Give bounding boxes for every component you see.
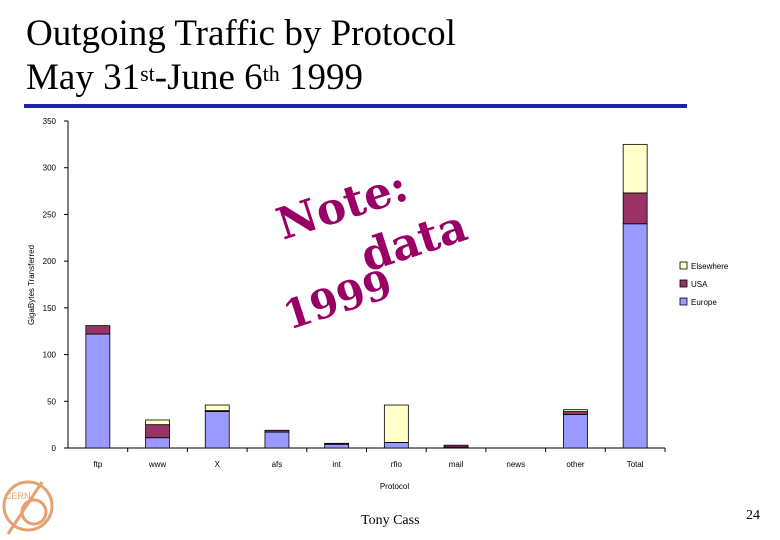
cern-logo: CERN — [2, 480, 54, 535]
legend-swatch-usa — [679, 279, 688, 288]
bar-segment-europe — [622, 223, 648, 449]
x-tick-label: ftp — [93, 460, 102, 469]
bar-segment-usa — [563, 411, 588, 415]
x-tick-label: X — [215, 460, 221, 469]
title-line-1: Outgoing Traffic by Protocol — [26, 13, 456, 54]
bar-segment-usa — [622, 192, 648, 225]
bar-segment-europe — [145, 437, 170, 449]
bar-segment-usa — [145, 424, 170, 439]
y-tick-label: 250 — [43, 210, 57, 219]
bar-segment-usa — [264, 429, 290, 433]
x-tick-label: rfio — [391, 460, 403, 469]
y-axis-title: GigaBytes Transferred — [27, 245, 36, 325]
bar-segment-elsewhere — [383, 404, 409, 443]
bar-segment-elsewhere — [622, 143, 648, 194]
y-tick-label: 100 — [43, 351, 57, 360]
presenter-name: Tony Cass — [361, 513, 420, 528]
y-tick-label: 0 — [52, 444, 57, 453]
y-tick-label: 50 — [47, 397, 56, 406]
bar-segment-usa — [443, 444, 469, 448]
page-number: 24 — [746, 508, 760, 523]
chart-legend: Elsewhere USA Europe — [679, 261, 729, 307]
title-underline — [24, 104, 687, 108]
annotation-line-3: 1999 — [278, 260, 398, 339]
bar-segment-elsewhere — [563, 409, 588, 412]
legend-swatch-europe — [679, 297, 688, 306]
x-tick-label: other — [566, 460, 585, 469]
legend-label-elsewhere: Elsewhere — [691, 262, 729, 271]
bar-segment-elsewhere — [204, 404, 230, 412]
legend-swatch-elsewhere — [679, 261, 688, 270]
bar-segment-europe — [324, 443, 350, 449]
x-tick-label: news — [506, 460, 525, 469]
y-tick-label: 150 — [43, 304, 57, 313]
x-tick-label: Total — [627, 460, 644, 469]
title-line-2: May 31st-June 6th 1999 — [26, 57, 364, 98]
bar-segment-elsewhere — [145, 419, 170, 426]
y-tick-label: 350 — [43, 117, 57, 126]
x-tick-label: www — [148, 460, 167, 469]
y-tick-label: 200 — [43, 257, 57, 266]
legend-label-europe: Europe — [691, 298, 717, 307]
bar-segment-europe — [204, 411, 230, 449]
chart-bars — [85, 143, 648, 449]
bar-segment-usa — [324, 442, 350, 445]
bar-segment-europe — [85, 333, 111, 449]
x-tick-label: mail — [449, 460, 464, 469]
bar-segment-europe — [264, 431, 290, 449]
x-tick-label: int — [332, 460, 341, 469]
x-tick-label: afs — [272, 460, 283, 469]
x-axis-title: Protocol — [380, 482, 410, 491]
bar-segment-europe — [563, 413, 588, 449]
y-tick-label: 300 — [43, 164, 57, 173]
slide-title: Outgoing Traffic by Protocol May 31st-Ju… — [26, 12, 456, 100]
logo-text: CERN — [5, 491, 31, 501]
bar-segment-usa — [85, 325, 111, 335]
legend-label-usa: USA — [691, 280, 708, 289]
bar-segment-europe — [383, 441, 409, 449]
